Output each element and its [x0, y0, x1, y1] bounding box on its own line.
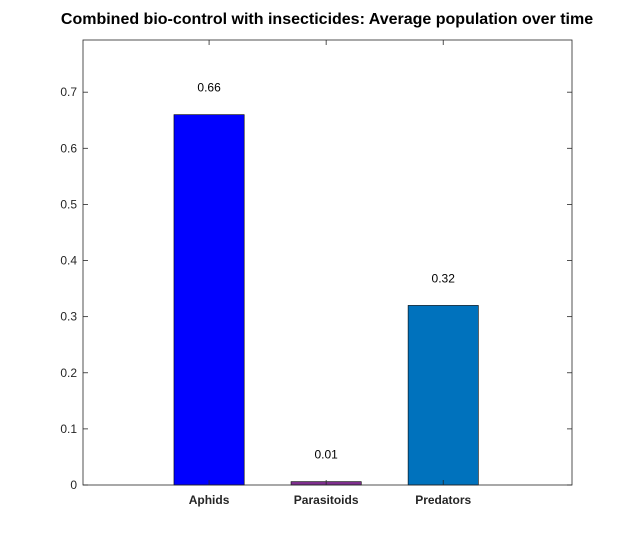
y-tick-label: 0.5	[60, 197, 77, 211]
y-tick-label: 0.2	[60, 366, 77, 380]
x-tick-label-aphids: Aphids	[189, 493, 230, 507]
y-tick-label: 0	[70, 478, 77, 492]
y-tick-label: 0.3	[60, 310, 77, 324]
axes-box	[82, 39, 573, 486]
y-tick-label: 0.6	[60, 141, 77, 155]
chart-title: Combined bio-control with insecticides: …	[61, 11, 593, 28]
y-tick-label: 0.7	[60, 85, 77, 99]
bar-predators	[407, 305, 479, 486]
x-tick-label-parasitoids: Parasitoids	[294, 493, 359, 507]
data-label-parasitoids: 0.01	[314, 448, 338, 462]
x-tick-label-predators: Predators	[415, 493, 471, 507]
data-label-aphids: 0.66	[197, 81, 221, 95]
bar-aphids	[173, 114, 245, 486]
y-tick-label: 0.1	[60, 422, 77, 436]
data-label-predators: 0.32	[432, 271, 456, 285]
y-tick-label: 0.4	[60, 254, 77, 268]
